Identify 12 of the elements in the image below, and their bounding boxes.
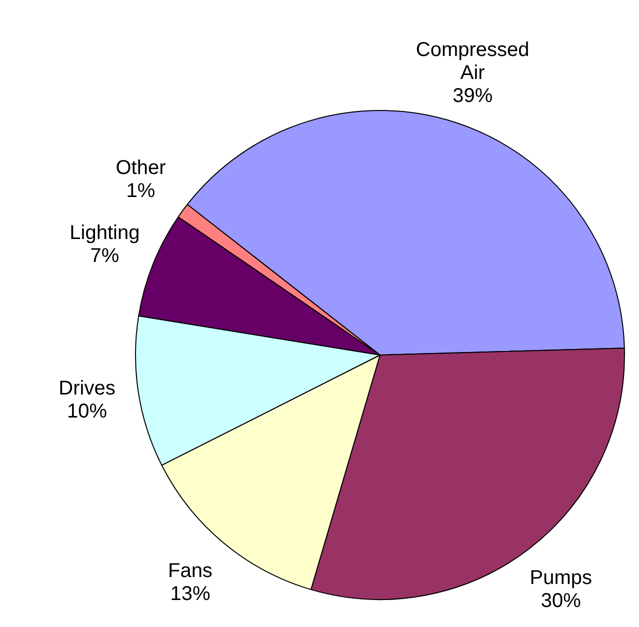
data-label: 39% (452, 84, 493, 107)
slice-label: Pumps (530, 566, 592, 589)
slice-label: Drives (58, 377, 116, 400)
data-label: 30% (540, 590, 582, 612)
slice-label: Fans (168, 560, 212, 582)
data-label: 7% (90, 244, 120, 267)
data-label: 13% (170, 582, 210, 605)
slice-label: Other (116, 156, 166, 179)
slice-label: Lighting (70, 222, 140, 244)
data-label: 1% (126, 180, 156, 202)
data-label: 10% (66, 400, 108, 422)
slice-label: Compressed Air (416, 38, 530, 84)
